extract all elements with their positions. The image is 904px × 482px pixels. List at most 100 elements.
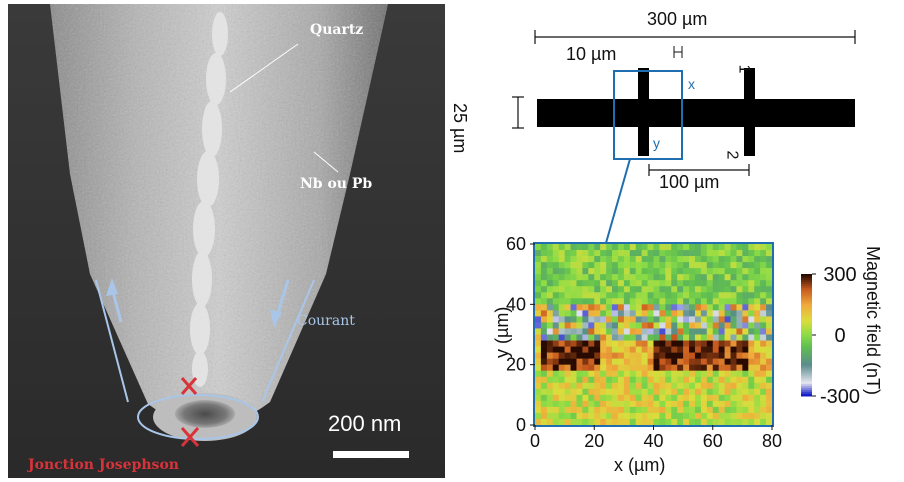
heatmap-cell xyxy=(570,346,577,353)
heatmap-cell xyxy=(653,406,660,414)
heatmap-cell xyxy=(736,412,743,420)
colorbar-swatch xyxy=(801,316,812,320)
heatmap-cell xyxy=(588,328,595,335)
heatmap-cell xyxy=(546,370,554,378)
heatmap-cell xyxy=(612,382,619,390)
heatmap-cell xyxy=(742,370,749,378)
heatmap-cell xyxy=(600,370,607,378)
heatmap-cell xyxy=(617,244,625,251)
heatmap-cell xyxy=(629,280,637,287)
colorbar-swatch xyxy=(801,363,812,366)
heatmap-cell xyxy=(546,298,554,305)
heatmap-cell xyxy=(647,376,654,384)
heatmap-cell xyxy=(754,328,761,335)
heatmap-cell xyxy=(564,304,571,311)
heatmap-cell xyxy=(588,346,595,353)
x-tick-label: 20 xyxy=(584,431,604,451)
heatmap-cell xyxy=(718,244,725,251)
heatmap-cell xyxy=(683,304,690,311)
heatmap-cell xyxy=(736,328,743,335)
heatmap-cell xyxy=(766,388,773,396)
heatmap-cell xyxy=(606,298,613,305)
heatmap-cell xyxy=(558,262,565,269)
colorbar-swatch xyxy=(801,375,812,379)
heatmap-cell xyxy=(546,304,554,311)
label-junction: Jonction Josephson xyxy=(28,457,179,473)
heatmap-cell xyxy=(718,316,725,323)
heatmap-cell xyxy=(623,382,631,390)
heatmap-cell xyxy=(653,418,660,426)
heatmap-cell xyxy=(576,352,583,359)
heatmap-cell xyxy=(730,400,737,408)
heatmap-cell xyxy=(629,316,637,323)
heatmap-cell xyxy=(635,298,642,305)
heatmap-cell xyxy=(748,322,755,329)
heatmap-cell xyxy=(546,286,554,293)
heatmap-cell xyxy=(730,382,737,390)
heatmap-cell xyxy=(647,412,654,420)
heatmap-cell xyxy=(558,286,565,293)
heatmap-cell xyxy=(736,334,743,341)
heatmap-cell xyxy=(623,262,631,269)
heatmap-cell xyxy=(570,298,577,305)
heatmap-cell xyxy=(706,352,714,359)
heatmap-cell xyxy=(612,256,619,263)
heatmap-cell xyxy=(677,328,684,335)
heatmap-cell xyxy=(617,394,625,402)
heatmap-cell xyxy=(564,322,571,329)
heatmap-cell xyxy=(552,352,559,359)
heatmap-cell xyxy=(677,406,684,414)
heatmap-cell xyxy=(706,376,714,384)
colorbar-swatch xyxy=(801,335,812,338)
heatmap-cell xyxy=(588,394,595,402)
heatmap-cell xyxy=(629,268,637,275)
heatmap-cell xyxy=(748,370,755,378)
heatmap-cell xyxy=(724,364,731,371)
colorbar-swatch xyxy=(801,326,812,330)
heatmap-cell xyxy=(706,250,714,257)
heatmap-cell xyxy=(736,268,743,275)
heatmap-cell xyxy=(606,388,613,396)
heatmap-cell xyxy=(712,328,719,335)
heatmap-cell xyxy=(635,406,642,414)
heatmap-cell xyxy=(736,364,743,371)
colorbar-swatch xyxy=(801,304,812,308)
colorbar-swatch xyxy=(801,371,812,375)
heatmap-cell xyxy=(683,346,690,353)
heatmap-cell xyxy=(576,388,583,396)
heatmap-cell xyxy=(606,268,613,275)
heatmap-cell xyxy=(564,244,571,251)
heatmap-cell xyxy=(760,358,767,365)
heatmap-cell xyxy=(694,286,702,293)
heatmap-cell xyxy=(700,376,708,384)
heatmap-cell xyxy=(677,292,684,299)
heatmap-cell xyxy=(612,280,619,287)
heatmap-cell xyxy=(570,352,577,359)
heatmap-cell xyxy=(635,280,642,287)
heatmap-cell xyxy=(718,280,725,287)
y-tick-label: 20 xyxy=(506,355,526,375)
heatmap-cell xyxy=(736,274,743,281)
heatmap-cell xyxy=(576,370,583,378)
heatmap-cell xyxy=(694,376,702,384)
heatmap-ylabel: y (µm) xyxy=(492,306,512,358)
heatmap-cell xyxy=(594,370,601,378)
heatmap-cell xyxy=(754,310,761,317)
heatmap-cell xyxy=(718,346,725,353)
heatmap-cell xyxy=(629,298,637,305)
heatmap-cell xyxy=(635,304,642,311)
heatmap-cell xyxy=(671,310,678,317)
heatmap-cell xyxy=(540,334,548,341)
heatmap-cell xyxy=(623,340,631,347)
heatmap-cell xyxy=(647,268,654,275)
heatmap-cell xyxy=(659,328,666,335)
heatmap-cell xyxy=(588,358,595,365)
heatmap-cell xyxy=(540,268,548,275)
heatmap-cell xyxy=(629,286,637,293)
heatmap-cell xyxy=(694,334,702,341)
heatmap-cell xyxy=(689,400,696,408)
heatmap-cell xyxy=(712,268,719,275)
heatmap-cell xyxy=(760,322,767,329)
heatmap-cell xyxy=(754,268,761,275)
heatmap-cell xyxy=(718,250,725,257)
